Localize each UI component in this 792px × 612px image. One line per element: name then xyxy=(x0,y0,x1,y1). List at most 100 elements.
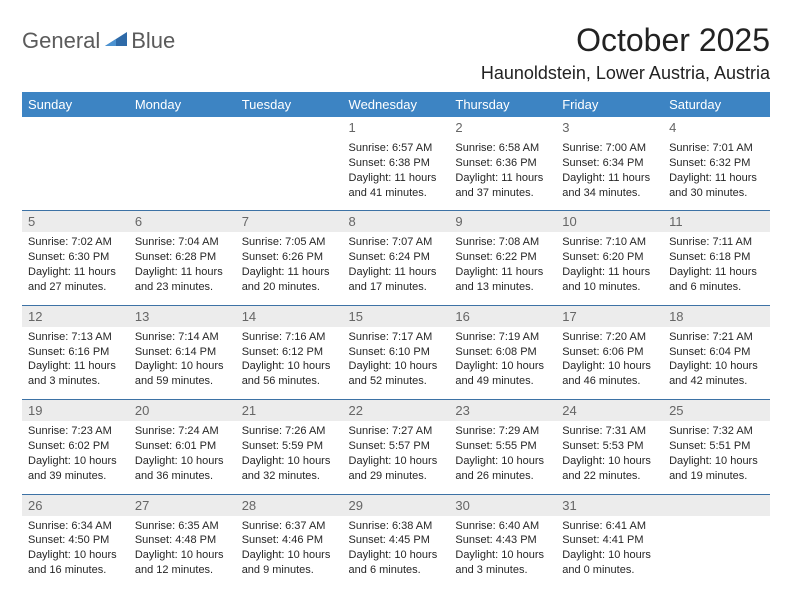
day-number: 23 xyxy=(449,400,556,421)
daylight-text: and 49 minutes. xyxy=(455,374,550,389)
sunset-text: Sunset: 6:14 PM xyxy=(135,345,230,360)
daylight-text: Daylight: 10 hours xyxy=(562,454,657,469)
daylight-text: and 17 minutes. xyxy=(349,280,444,295)
day-number: 6 xyxy=(129,211,236,232)
day-number: 27 xyxy=(129,495,236,516)
day-number: 30 xyxy=(449,495,556,516)
day-header: Thursday xyxy=(449,92,556,117)
daylight-text: and 41 minutes. xyxy=(349,186,444,201)
calendar-day-cell: 2Sunrise: 6:58 AMSunset: 6:36 PMDaylight… xyxy=(449,117,556,211)
sunrise-text: Sunrise: 7:17 AM xyxy=(349,330,444,345)
sunrise-text: Sunrise: 7:14 AM xyxy=(135,330,230,345)
daylight-text: and 6 minutes. xyxy=(349,563,444,578)
daylight-text: Daylight: 11 hours xyxy=(349,171,444,186)
daylight-text: Daylight: 11 hours xyxy=(669,265,764,280)
sunrise-text: Sunrise: 6:58 AM xyxy=(455,141,550,156)
day-number: 26 xyxy=(22,495,129,516)
sunrise-text: Sunrise: 6:57 AM xyxy=(349,141,444,156)
day-number: 12 xyxy=(22,306,129,327)
sunset-text: Sunset: 4:43 PM xyxy=(455,533,550,548)
sunrise-text: Sunrise: 7:19 AM xyxy=(455,330,550,345)
logo-triangle-icon xyxy=(105,32,127,50)
sunset-text: Sunset: 6:01 PM xyxy=(135,439,230,454)
daylight-text: and 39 minutes. xyxy=(28,469,123,484)
calendar-day-cell: 4Sunrise: 7:01 AMSunset: 6:32 PMDaylight… xyxy=(663,117,770,211)
daylight-text: and 27 minutes. xyxy=(28,280,123,295)
day-number: 21 xyxy=(236,400,343,421)
daylight-text: and 37 minutes. xyxy=(455,186,550,201)
header: General Blue October 2025 Haunoldstein, … xyxy=(22,22,770,84)
day-header: Monday xyxy=(129,92,236,117)
day-number: 9 xyxy=(449,211,556,232)
sunrise-text: Sunrise: 6:40 AM xyxy=(455,519,550,534)
sunset-text: Sunset: 4:45 PM xyxy=(349,533,444,548)
sunrise-text: Sunrise: 7:24 AM xyxy=(135,424,230,439)
sunset-text: Sunset: 6:16 PM xyxy=(28,345,123,360)
sunset-text: Sunset: 6:30 PM xyxy=(28,250,123,265)
day-number: 13 xyxy=(129,306,236,327)
calendar-day-cell: 19Sunrise: 7:23 AMSunset: 6:02 PMDayligh… xyxy=(22,400,129,494)
calendar-day-cell: 28Sunrise: 6:37 AMSunset: 4:46 PMDayligh… xyxy=(236,494,343,588)
sunrise-text: Sunrise: 7:11 AM xyxy=(669,235,764,250)
logo-text-general: General xyxy=(22,28,100,53)
daylight-text: Daylight: 10 hours xyxy=(242,359,337,374)
sunrise-text: Sunrise: 7:20 AM xyxy=(562,330,657,345)
day-number: 22 xyxy=(343,400,450,421)
calendar-week-row: 26Sunrise: 6:34 AMSunset: 4:50 PMDayligh… xyxy=(22,494,770,588)
calendar-day-cell: 10Sunrise: 7:10 AMSunset: 6:20 PMDayligh… xyxy=(556,211,663,305)
daylight-text: and 19 minutes. xyxy=(669,469,764,484)
daylight-text: Daylight: 10 hours xyxy=(349,454,444,469)
sunset-text: Sunset: 5:57 PM xyxy=(349,439,444,454)
calendar-day-cell: 23 Sunrise: 7:29 AMSunset: 5:55 PMDayligh… xyxy=(449,400,556,494)
calendar-day-cell: 20Sunrise: 7:24 AMSunset: 6:01 PMDayligh… xyxy=(129,400,236,494)
calendar-day-cell: 16Sunrise: 7:19 AMSunset: 6:08 PMDayligh… xyxy=(449,305,556,399)
day-number: 5 xyxy=(22,211,129,232)
daylight-text: and 46 minutes. xyxy=(562,374,657,389)
sunset-text: Sunset: 5:55 PM xyxy=(455,439,550,454)
calendar-week-row: 12Sunrise: 7:13 AMSunset: 6:16 PMDayligh… xyxy=(22,305,770,399)
sunrise-text: Sunrise: 7:04 AM xyxy=(135,235,230,250)
daylight-text: and 9 minutes. xyxy=(242,563,337,578)
sunset-text: Sunset: 6:20 PM xyxy=(562,250,657,265)
calendar-day-cell: 26Sunrise: 6:34 AMSunset: 4:50 PMDayligh… xyxy=(22,494,129,588)
daylight-text: Daylight: 10 hours xyxy=(669,359,764,374)
sunset-text: Sunset: 6:02 PM xyxy=(28,439,123,454)
sunset-text: Sunset: 6:24 PM xyxy=(349,250,444,265)
daylight-text: and 30 minutes. xyxy=(669,186,764,201)
sunset-text: Sunset: 5:59 PM xyxy=(242,439,337,454)
sunset-text: Sunset: 6:38 PM xyxy=(349,156,444,171)
day-number xyxy=(129,117,236,138)
sunset-text: Sunset: 4:46 PM xyxy=(242,533,337,548)
daylight-text: Daylight: 10 hours xyxy=(242,548,337,563)
daylight-text: Daylight: 11 hours xyxy=(562,171,657,186)
calendar-week-row: 5 Sunrise: 7:02 AMSunset: 6:30 PM Daylight… xyxy=(22,211,770,305)
sunrise-text: Sunrise: 7:10 AM xyxy=(562,235,657,250)
day-number: 24 xyxy=(556,400,663,421)
sunset-text: Sunset: 6:34 PM xyxy=(562,156,657,171)
daylight-text: Daylight: 11 hours xyxy=(242,265,337,280)
sunrise-text: Sunrise: 7:29 AM xyxy=(455,424,550,439)
calendar-day-cell xyxy=(663,494,770,588)
calendar-day-cell xyxy=(129,117,236,211)
sunrise-text: Sunrise: 7:16 AM xyxy=(242,330,337,345)
calendar-day-cell: 31Sunrise: 6:41 AMSunset: 4:41 PMDayligh… xyxy=(556,494,663,588)
calendar-day-cell: 18Sunrise: 7:21 AMSunset: 6:04 PMDayligh… xyxy=(663,305,770,399)
daylight-text: and 13 minutes. xyxy=(455,280,550,295)
sunrise-text: Sunrise: 7:01 AM xyxy=(669,141,764,156)
calendar-week-row: 1Sunrise: 6:57 AMSunset: 6:38 PMDaylight… xyxy=(22,117,770,211)
calendar-day-cell xyxy=(22,117,129,211)
sunrise-text: Sunrise: 7:32 AM xyxy=(669,424,764,439)
daylight-text: Daylight: 11 hours xyxy=(28,359,123,374)
sunrise-text: Sunrise: 7:02 AM xyxy=(28,235,123,250)
calendar-day-cell: 21Sunrise: 7:26 AMSunset: 5:59 PMDayligh… xyxy=(236,400,343,494)
day-number: 20 xyxy=(129,400,236,421)
daylight-text: Daylight: 10 hours xyxy=(135,359,230,374)
daylight-text: Daylight: 10 hours xyxy=(28,548,123,563)
sunset-text: Sunset: 6:10 PM xyxy=(349,345,444,360)
logo-text-blue: Blue xyxy=(131,28,175,53)
sunset-text: Sunset: 6:08 PM xyxy=(455,345,550,360)
daylight-text: and 3 minutes. xyxy=(455,563,550,578)
daylight-text: and 3 minutes. xyxy=(28,374,123,389)
daylight-text: Daylight: 10 hours xyxy=(455,454,550,469)
daylight-text: Daylight: 11 hours xyxy=(349,265,444,280)
